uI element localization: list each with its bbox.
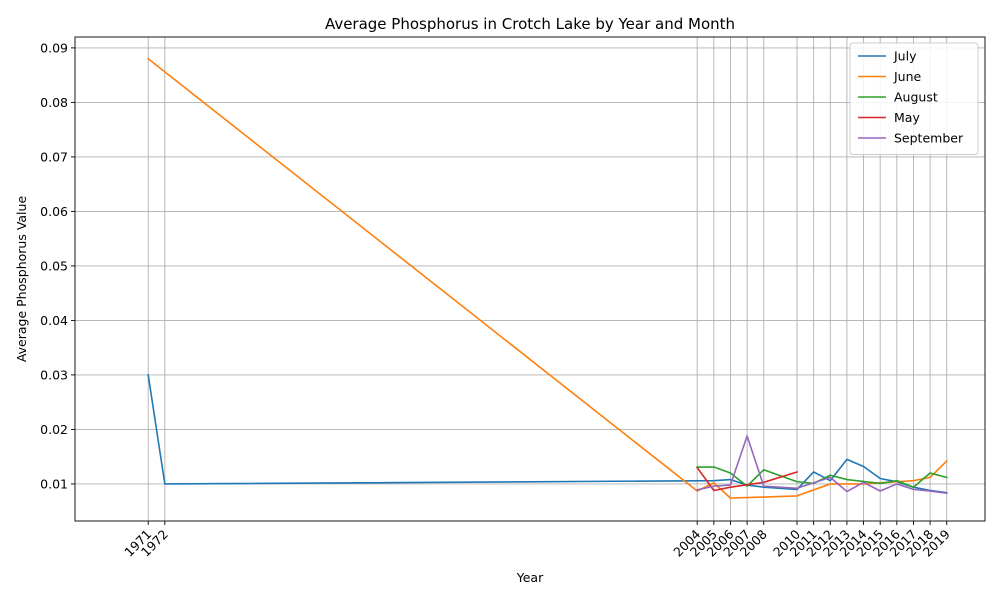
series-line-may <box>696 466 799 492</box>
chart-title: Average Phosphorus in Crotch Lake by Yea… <box>325 15 735 33</box>
y-tick-label: 0.01 <box>40 476 68 491</box>
legend-label: June <box>893 69 922 84</box>
legend: July June August May September <box>849 42 979 155</box>
y-axis-title: Average Phosphorus Value <box>14 196 29 363</box>
legend-label: September <box>894 131 964 146</box>
series-lines <box>147 57 948 499</box>
y-tick-label: 0.04 <box>40 313 68 328</box>
y-tick-label: 0.08 <box>40 95 68 110</box>
y-tick-label: 0.03 <box>40 367 68 382</box>
y-tick-label: 0.07 <box>40 149 68 164</box>
legend-label: August <box>894 90 938 105</box>
series-line-june <box>147 57 948 499</box>
y-tick-label: 0.05 <box>40 258 68 273</box>
series-line-september <box>696 435 948 495</box>
y-tick-label: 0.09 <box>40 40 68 55</box>
y-tick-label: 0.06 <box>40 204 68 219</box>
legend-label: July <box>893 49 917 64</box>
grid-lines <box>75 37 985 521</box>
y-tick-label: 0.02 <box>40 422 68 437</box>
legend-label: May <box>894 110 920 125</box>
legend-box <box>849 42 979 155</box>
plot-area-frame <box>74 36 986 522</box>
x-axis-title: Year <box>516 570 544 585</box>
